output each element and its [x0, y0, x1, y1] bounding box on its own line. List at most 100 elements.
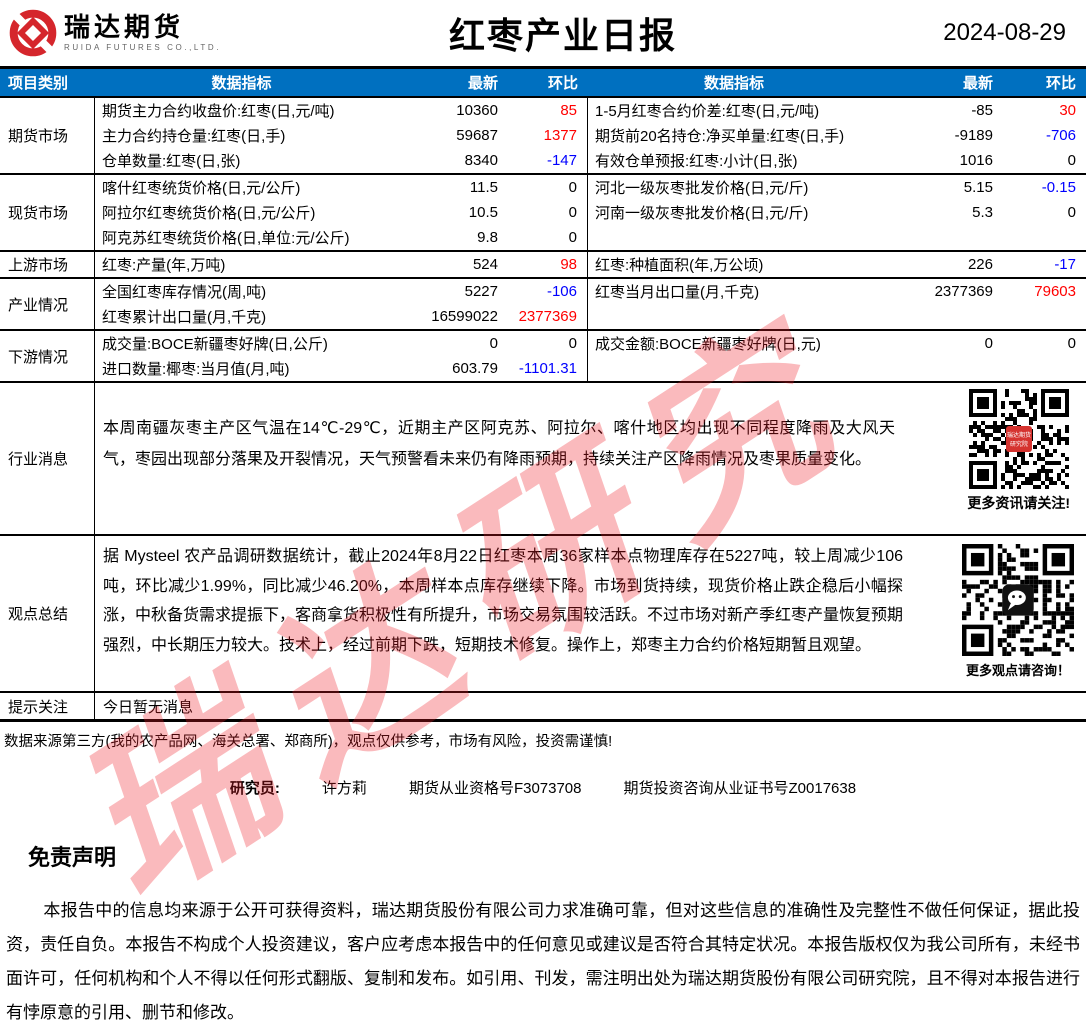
industry-news-text: 本周南疆灰枣主产区气温在14℃-29℃，近期主产区阿克苏、阿拉尔、喀什地区均出现… — [103, 420, 895, 468]
indicator-cell — [588, 304, 880, 329]
indicator-cell: 红枣:产量(年,万吨) — [102, 257, 226, 274]
mom-change-cell: 0 — [508, 225, 588, 250]
indicator-cell: 成交金额:BOCE新疆枣好牌(日,元) — [595, 336, 821, 353]
column-header-latest-left: 最新 — [467, 75, 498, 92]
latest-value-cell: 1016 — [959, 152, 993, 169]
disclaimer-section: 免责声明 本报告中的信息均来源于公开可获得资料，瑞达期货股份有限公司力求准确可靠… — [0, 840, 1086, 1030]
latest-value-cell: 226 — [967, 256, 993, 273]
table-header-row: 项目类别 数据指标 最新 环比 数据指标 最新 环比 — [0, 66, 1086, 96]
ruida-logo-icon — [8, 8, 58, 58]
researcher-line: 研究员: 许方莉 期货从业资格号F3073708 期货投资咨询从业证书号Z001… — [0, 777, 1086, 798]
mom-change-cell: -147 — [508, 148, 588, 173]
indicator-cell: 河北一级灰枣批发价格(日,元/斤) — [595, 180, 809, 197]
latest-value-cell: 16599022 — [431, 308, 498, 325]
disclaimer-title: 免责声明 — [28, 845, 117, 870]
mom-change-cell: 2377369 — [508, 304, 588, 329]
column-header-indicator-right: 数据指标 — [703, 75, 764, 92]
mom-change-cell: 0 — [1067, 204, 1076, 221]
table-section: 现货市场 喀什红枣统货价格(日,元/公斤) 11.5 0 河北一级灰枣批发价格(日,元/… — [0, 173, 1086, 250]
mom-change-cell — [1003, 225, 1086, 250]
category-cell: 行业消息 — [0, 383, 95, 534]
mom-change-cell: 0 — [508, 331, 588, 356]
indicator-cell: 阿克苏红枣统货价格(日,单位:元/公斤) — [102, 230, 350, 247]
notice-row: 提示关注 今日暂无消息 — [0, 691, 1086, 722]
researcher-label: 研究员: — [229, 780, 280, 797]
page-title: 红枣产业日报 — [448, 15, 677, 56]
latest-value-cell: 603.79 — [452, 360, 498, 377]
latest-value-cell: 8340 — [464, 152, 498, 169]
indicator-cell: 期货前20名持仓:净买单量:红枣(日,手) — [595, 128, 845, 145]
indicator-cell: 河南一级灰枣批发价格(日,元/斤) — [595, 205, 809, 222]
latest-value-cell: 59687 — [456, 127, 498, 144]
svg-text:研究院: 研究院 — [1010, 440, 1028, 448]
researcher-name: 许方莉 — [321, 780, 367, 797]
column-header-mom-left: 环比 — [547, 75, 578, 92]
category-cell: 观点总结 — [0, 536, 95, 691]
report-date: 2024-08-29 — [943, 19, 1066, 46]
mom-change-cell — [1003, 356, 1086, 381]
mom-change-cell: 1377 — [508, 123, 588, 148]
latest-value-cell: 9.8 — [477, 229, 498, 246]
news-qr-caption: 更多资讯请关注! — [967, 495, 1070, 511]
mom-change-cell: 0 — [1067, 152, 1076, 169]
mom-change-cell: 98 — [508, 252, 588, 277]
mom-change-cell: -0.15 — [1041, 179, 1076, 196]
latest-value-cell: 5.3 — [972, 204, 993, 221]
indicator-cell — [588, 225, 880, 250]
brand-block: 瑞达期货 RUIDA FUTURES CO.,LTD. — [8, 8, 248, 58]
column-header-indicator-left: 数据指标 — [211, 75, 272, 92]
mom-change-cell: 0 — [508, 175, 588, 200]
category-cell: 现货市场 — [0, 175, 95, 250]
indicator-cell — [588, 356, 880, 381]
indicator-cell: 期货主力合约收盘价:红枣(日,元/吨) — [102, 103, 335, 120]
indicator-cell: 1-5月红枣合约价差:红枣(日,元/吨) — [595, 103, 820, 120]
mom-change-cell: -17 — [1054, 256, 1076, 273]
latest-value-cell — [880, 225, 1003, 250]
indicator-cell: 红枣累计出口量(月,千克) — [102, 309, 267, 326]
category-cell: 期货市场 — [0, 98, 95, 173]
mom-change-cell: 85 — [508, 98, 588, 123]
mom-change-cell: 30 — [1059, 102, 1076, 119]
latest-value-cell: -85 — [971, 102, 993, 119]
summary-qr-code — [962, 544, 1074, 656]
industry-news-row: 行业消息 本周南疆灰枣主产区气温在14℃-29℃，近期主产区阿克苏、阿拉尔、喀什… — [0, 381, 1086, 534]
brand-name: 瑞达期货 — [64, 12, 185, 42]
category-cell: 上游市场 — [0, 252, 95, 277]
advisory-certificate-number: 期货投资咨询从业证书号Z0017638 — [623, 780, 857, 797]
indicator-cell: 主力合约持仓量:红枣(日,手) — [102, 128, 286, 145]
latest-value-cell — [880, 304, 1003, 329]
latest-value-cell: 5.15 — [963, 179, 993, 196]
column-header-mom-right: 环比 — [1045, 75, 1076, 92]
indicator-cell: 有效仓单预报:红枣:小计(日,张) — [595, 153, 798, 170]
latest-value-cell — [880, 356, 1003, 381]
indicator-cell: 全国红枣库存情况(周,吨) — [102, 284, 267, 301]
mom-change-cell: 0 — [508, 200, 588, 225]
category-cell: 提示关注 — [0, 693, 95, 719]
category-cell: 产业情况 — [0, 279, 95, 329]
svg-text:瑞达期货: 瑞达期货 — [1007, 431, 1031, 439]
summary-text: 据 Mysteel 农产品调研数据统计，截止2024年8月22日红枣本周36家样… — [103, 548, 904, 654]
table-section: 上游市场 红枣:产量(年,万吨) 524 98 红枣:种植面积(年,万公顷) 226 -17 — [0, 250, 1086, 277]
table-section: 期货市场 期货主力合约收盘价:红枣(日,元/吨) 10360 85 1-5月红枣合约价差… — [0, 96, 1086, 173]
latest-value-cell: 2377369 — [934, 283, 993, 300]
table-section: 产业情况 全国红枣库存情况(周,吨) 5227 -106 红枣当月出口量(月,千克) 23… — [0, 277, 1086, 329]
report-header: 瑞达期货 RUIDA FUTURES CO.,LTD. 红枣产业日报 2024-… — [0, 0, 1086, 66]
data-source-note: 数据来源第三方(我的农产品网、海关总署、郑商所)，观点仅供参考，市场有风险，投资… — [4, 734, 613, 750]
latest-value-cell: 0 — [489, 335, 498, 352]
mom-change-cell: -706 — [1045, 127, 1076, 144]
mom-change-cell: 0 — [1067, 335, 1076, 352]
indicator-cell: 进口数量:椰枣:当月值(月,吨) — [102, 361, 290, 378]
latest-value-cell: -9189 — [954, 127, 993, 144]
latest-value-cell: 524 — [472, 256, 498, 273]
brand-subtitle: RUIDA FUTURES CO.,LTD. — [64, 43, 222, 52]
disclaimer-text: 本报告中的信息均来源于公开可获得资料，瑞达期货股份有限公司力求准确可靠，但对这些… — [6, 901, 1080, 1022]
mom-change-cell — [1003, 304, 1086, 329]
news-qr-code: 瑞达期货 研究院 — [968, 389, 1069, 489]
latest-value-cell: 11.5 — [469, 179, 498, 196]
summary-qr-caption: 更多观点请咨询！ — [965, 663, 1070, 678]
qualification-number: 期货从业资格号F3073708 — [408, 780, 582, 797]
latest-value-cell: 0 — [984, 335, 993, 352]
indicator-cell: 成交量:BOCE新疆枣好牌(日,公斤) — [102, 336, 328, 353]
mom-change-cell: 79603 — [1034, 283, 1076, 300]
table-section: 下游情况 成交量:BOCE新疆枣好牌(日,公斤) 0 0 成交金额:BOCE新疆枣好牌(… — [0, 329, 1086, 381]
